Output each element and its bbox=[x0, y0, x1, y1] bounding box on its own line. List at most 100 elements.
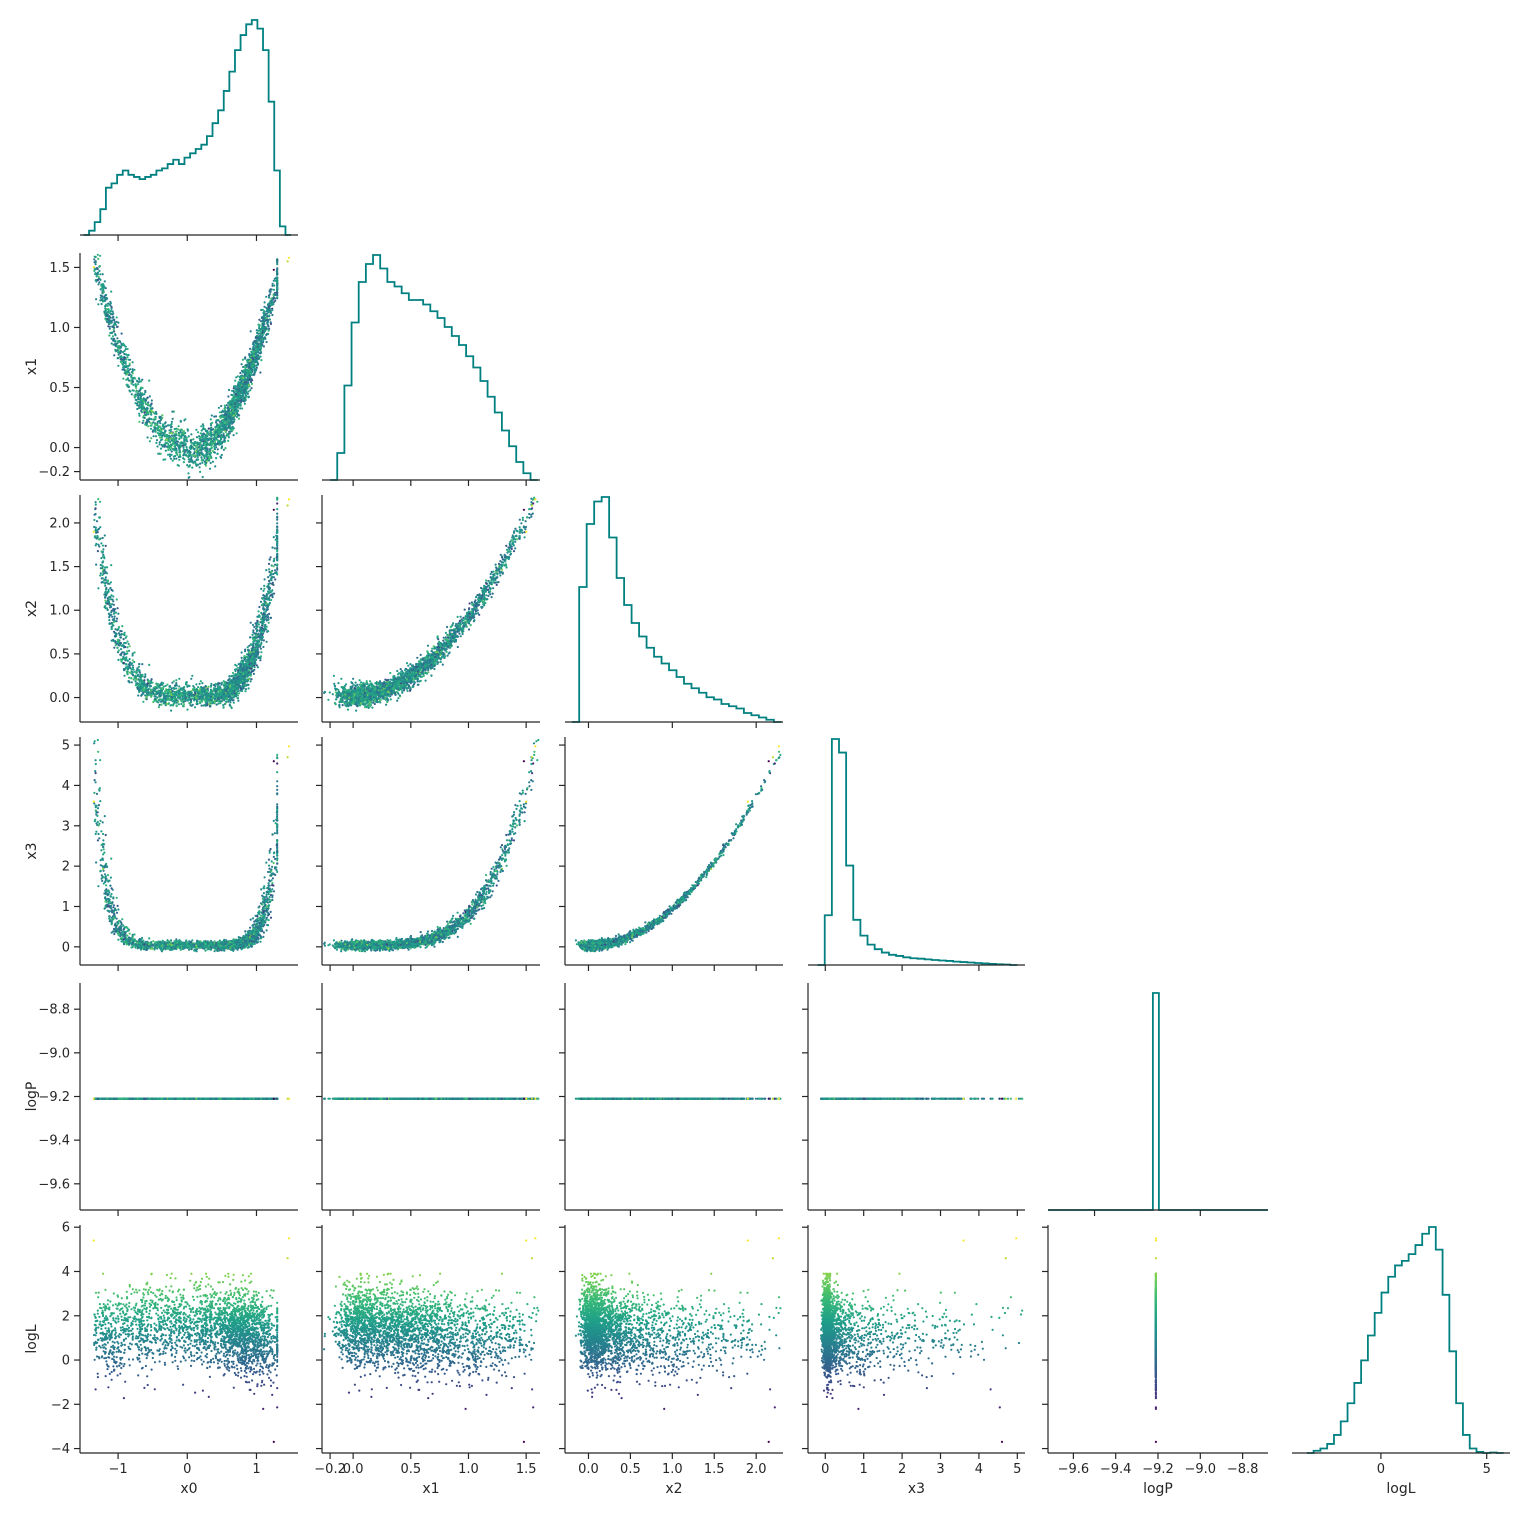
scatter-point bbox=[272, 283, 274, 285]
scatter-point bbox=[266, 309, 268, 311]
scatter-point bbox=[256, 367, 258, 369]
scatter-point bbox=[165, 450, 167, 452]
scatter-point bbox=[148, 411, 150, 413]
scatter-point bbox=[235, 393, 237, 395]
scatter-point bbox=[171, 435, 173, 437]
scatter-point bbox=[227, 440, 229, 442]
scatter-point bbox=[268, 311, 270, 313]
scatter-point bbox=[257, 324, 259, 326]
scatter-point bbox=[117, 326, 119, 328]
scatter-point bbox=[202, 435, 204, 437]
scatter-point bbox=[196, 436, 198, 438]
scatter-point bbox=[214, 465, 216, 467]
scatter-point bbox=[248, 384, 250, 386]
scatter-point bbox=[160, 453, 162, 455]
scatter-point bbox=[156, 423, 158, 425]
scatter-point bbox=[244, 356, 246, 358]
scatter-point bbox=[143, 411, 145, 413]
scatter-point bbox=[138, 413, 140, 415]
scatter-point bbox=[234, 380, 236, 382]
scatter-point bbox=[120, 351, 122, 353]
y-tick-label: 0.5 bbox=[49, 381, 70, 396]
scatter-point bbox=[117, 322, 119, 324]
scatter-point bbox=[202, 476, 204, 478]
y-tick-label: 0.0 bbox=[49, 441, 70, 456]
scatter-point bbox=[181, 442, 183, 444]
scatter-point bbox=[163, 432, 165, 434]
scatter-point bbox=[178, 435, 180, 437]
scatter-point bbox=[175, 428, 177, 430]
scatter-point bbox=[149, 405, 151, 407]
scatter-point bbox=[108, 619, 110, 621]
scatter-point bbox=[112, 595, 114, 597]
scatter-point bbox=[107, 325, 109, 327]
scatter-point bbox=[236, 432, 238, 434]
scatter-point bbox=[210, 418, 212, 420]
scatter-point bbox=[224, 412, 226, 414]
scatter-point bbox=[101, 303, 103, 305]
scatter-point bbox=[188, 476, 190, 478]
scatter-point bbox=[127, 371, 129, 373]
scatter-point bbox=[230, 412, 232, 414]
scatter-point bbox=[234, 385, 236, 387]
scatter-point bbox=[232, 408, 234, 410]
scatter-point bbox=[271, 309, 273, 311]
scatter-points bbox=[93, 254, 290, 479]
scatter-point bbox=[217, 428, 219, 430]
scatter-point bbox=[263, 639, 265, 641]
scatter-point bbox=[127, 386, 129, 388]
scatter-point bbox=[214, 452, 216, 454]
scatter-point bbox=[269, 291, 271, 293]
scatter-point bbox=[108, 303, 110, 305]
scatter-point bbox=[236, 416, 238, 418]
scatter-point bbox=[200, 432, 202, 434]
scatter-point bbox=[110, 313, 112, 315]
scatter-point bbox=[221, 430, 223, 432]
scatter-point bbox=[274, 278, 276, 280]
scatter-point bbox=[186, 464, 188, 466]
scatter-point bbox=[120, 359, 122, 361]
scatter-point bbox=[221, 441, 223, 443]
scatter-point bbox=[244, 392, 246, 394]
scatter-point bbox=[138, 381, 140, 383]
scatter-point bbox=[160, 439, 162, 441]
scatter-point bbox=[224, 447, 226, 449]
scatter-point bbox=[219, 421, 221, 423]
scatter-point bbox=[223, 424, 225, 426]
scatter-point bbox=[96, 273, 98, 275]
scatter-point bbox=[233, 415, 235, 417]
scatter-point bbox=[264, 320, 266, 322]
scatter-point bbox=[252, 363, 254, 365]
scatter-point bbox=[197, 443, 199, 445]
scatter-point bbox=[184, 444, 186, 446]
scatter-point bbox=[266, 317, 268, 319]
scatter-point bbox=[97, 258, 99, 260]
scatter-point bbox=[160, 448, 162, 450]
scatter-point bbox=[268, 568, 270, 570]
scatter-point bbox=[138, 407, 140, 409]
scatter-point bbox=[260, 347, 262, 349]
scatter-point bbox=[239, 384, 241, 386]
y-tick-label: −0.2 bbox=[38, 465, 70, 480]
scatter-point bbox=[241, 407, 243, 409]
scatter-point bbox=[183, 461, 185, 463]
scatter-point bbox=[137, 398, 139, 400]
scatter-point bbox=[246, 379, 248, 381]
scatter-point bbox=[211, 447, 213, 449]
scatter-point bbox=[95, 298, 97, 300]
scatter-point bbox=[112, 317, 114, 319]
scatter-point bbox=[218, 425, 220, 427]
scatter-point bbox=[150, 414, 152, 416]
scatter-point bbox=[156, 439, 158, 441]
scatter-point bbox=[210, 432, 212, 434]
scatter-point bbox=[135, 399, 137, 401]
scatter-point bbox=[168, 429, 170, 431]
scatter-point bbox=[113, 328, 115, 330]
scatter-point bbox=[114, 334, 116, 336]
scatter-point bbox=[247, 393, 249, 395]
scatter-point bbox=[273, 280, 275, 282]
scatter-point bbox=[107, 305, 109, 307]
scatter-point bbox=[97, 283, 99, 285]
scatter-point bbox=[138, 415, 140, 417]
scatter-point bbox=[144, 414, 146, 416]
